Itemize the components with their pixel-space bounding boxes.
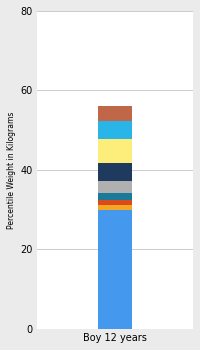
Bar bbox=[98, 106, 132, 121]
Bar bbox=[98, 210, 132, 329]
Bar bbox=[98, 121, 132, 139]
Bar bbox=[98, 205, 132, 210]
Y-axis label: Percentile Weight in Kilograms: Percentile Weight in Kilograms bbox=[7, 111, 16, 229]
Bar bbox=[98, 181, 132, 193]
Bar bbox=[98, 193, 132, 200]
Bar bbox=[98, 139, 132, 163]
Bar bbox=[98, 163, 132, 181]
Bar bbox=[98, 200, 132, 205]
